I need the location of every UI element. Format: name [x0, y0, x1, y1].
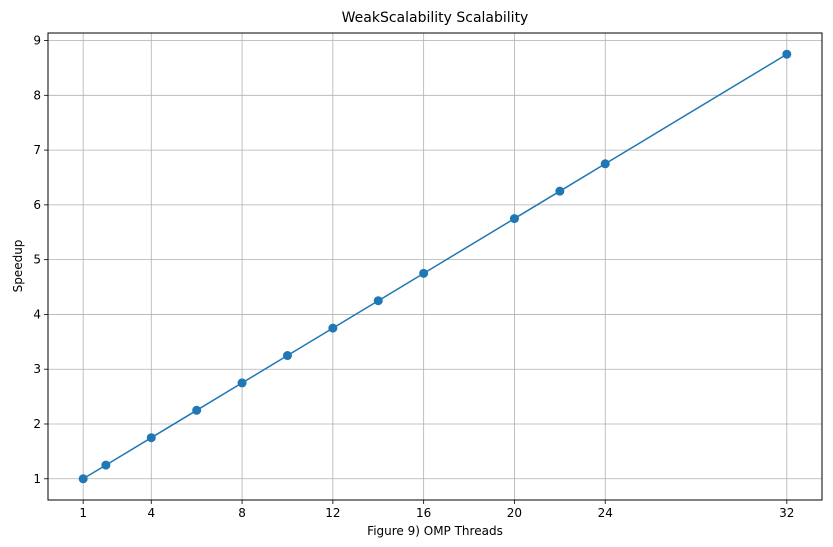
- y-axis-label: Speedup: [11, 240, 25, 293]
- x-tick-label: 16: [416, 506, 431, 520]
- data-point: [509, 214, 519, 224]
- y-tick-label: 5: [33, 253, 41, 267]
- x-tick-label: 24: [598, 506, 613, 520]
- x-tick-label: 12: [325, 506, 340, 520]
- y-tick-label: 9: [33, 34, 41, 48]
- x-tick-label: 20: [507, 506, 522, 520]
- data-point: [78, 474, 88, 484]
- x-axis-label: Figure 9) OMP Threads: [367, 524, 503, 538]
- y-tick-label: 2: [33, 417, 41, 431]
- data-point: [782, 49, 792, 59]
- data-point: [600, 159, 610, 169]
- plot-area-frame: [47, 32, 823, 501]
- series-speedup: [78, 49, 792, 484]
- series-line: [82, 53, 788, 480]
- data-point: [373, 296, 383, 306]
- data-point: [555, 186, 565, 196]
- y-tick-label: 1: [33, 472, 41, 486]
- x-tick-label: 1: [79, 506, 87, 520]
- y-tick-label: 8: [33, 88, 41, 102]
- data-point: [328, 323, 338, 333]
- data-point: [237, 378, 247, 388]
- data-point: [146, 433, 156, 443]
- x-tick-label: 4: [147, 506, 155, 520]
- data-point: [282, 351, 292, 361]
- x-tick-label: 8: [238, 506, 246, 520]
- x-tick-label: 32: [779, 506, 794, 520]
- grid-lines: [48, 33, 822, 500]
- data-point: [192, 405, 202, 415]
- data-point: [419, 268, 429, 278]
- y-tick-label: 6: [33, 198, 41, 212]
- y-tick-label: 4: [33, 307, 41, 321]
- y-tick-label: 7: [33, 143, 41, 157]
- y-tick-label: 3: [33, 362, 41, 376]
- data-point: [101, 460, 111, 470]
- chart-title: WeakScalability Scalability: [342, 10, 529, 26]
